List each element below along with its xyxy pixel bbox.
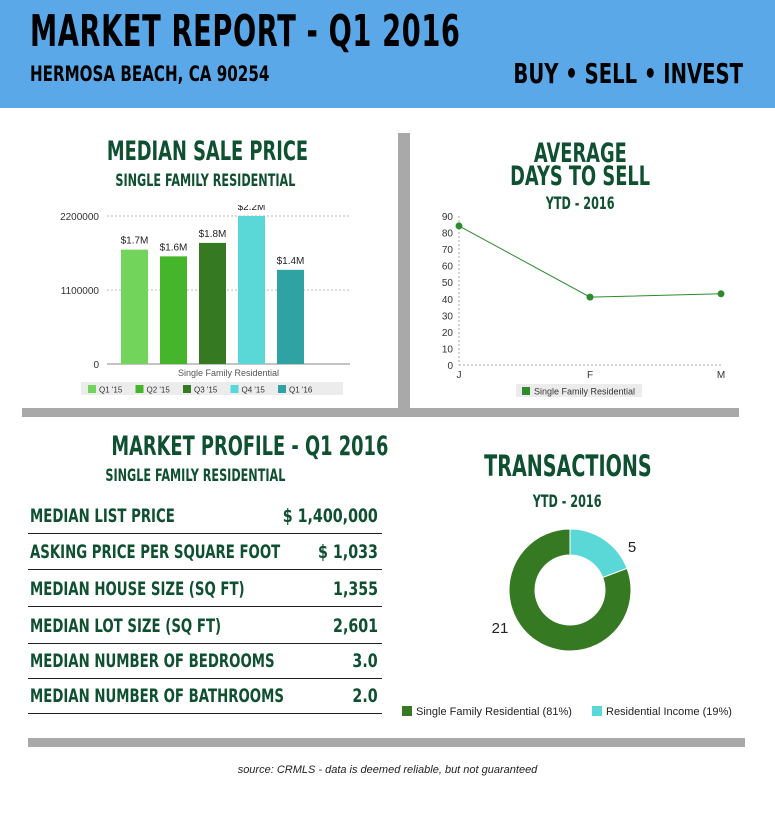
line-legend-bg (516, 384, 642, 397)
bar-legend-bg (81, 382, 343, 395)
days-subtitle: YTD - 2016 (545, 194, 615, 214)
bar-legend-swatch (230, 385, 239, 393)
profile-subtitle: SINGLE FAMILY RESIDENTIAL (104, 466, 285, 486)
bar-legend-swatch (88, 385, 96, 393)
profile-row-value: $ 1,400,000 (282, 505, 378, 527)
profile-row-label: MEDIAN LOT SIZE (SQ FT) (30, 615, 222, 637)
line-x-tick-label: M (717, 370, 725, 381)
profile-row-bedrooms: MEDIAN NUMBER OF BEDROOMS 3.0 (28, 643, 382, 679)
bar-legend-swatch (183, 385, 191, 393)
donut-slice-label: 5 (628, 539, 636, 556)
profile-row-label: MEDIAN NUMBER OF BEDROOMS (30, 650, 275, 672)
profile-row-value: 2,601 (332, 615, 378, 637)
bar-mark (199, 242, 226, 364)
bar-y-tick-label: 1100000 (61, 286, 100, 297)
profile-row-value: $ 1,033 (318, 541, 378, 563)
header-banner: MARKET REPORT - Q1 2016 HERMOSA BEACH, C… (0, 0, 775, 108)
bar-y-tick-label: 0 (93, 360, 99, 371)
median-price-title: MEDIAN SALE PRICE (106, 136, 309, 167)
days-title-line1: AVERAGE (533, 138, 627, 169)
line-y-tick-label: 50 (442, 278, 454, 289)
line-point (717, 290, 725, 298)
report-title: MARKET REPORT - Q1 2016 (30, 6, 461, 57)
profile-row-value: 1,355 (332, 578, 378, 600)
profile-row-label: MEDIAN HOUSE SIZE (SQ FT) (30, 578, 245, 600)
bar-data-label: $1.7M (121, 236, 149, 247)
bar-data-label: $1.6M (160, 242, 188, 253)
days-title-line2: DAYS TO SELL (509, 161, 651, 192)
donut-slice (569, 528, 628, 579)
line-legend-label: Single Family Residential (534, 387, 635, 397)
profile-row-label: MEDIAN NUMBER OF BATHROOMS (30, 685, 284, 707)
donut-slice-label: 21 (492, 620, 509, 637)
profile-title: MARKET PROFILE - Q1 2016 (111, 431, 389, 462)
bar-mark (238, 216, 265, 364)
bar-y-tick-label: 2200000 (60, 212, 99, 223)
bar-legend-label: Q1 '15 (99, 386, 123, 395)
bar-data-label: $1.4M (277, 256, 305, 267)
median-price-subtitle: SINGLE FAMILY RESIDENTIAL (114, 171, 295, 191)
tagline: BUY • SELL • INVEST (513, 57, 743, 90)
profile-row-bathrooms: MEDIAN NUMBER OF BATHROOMS 2.0 (28, 678, 382, 714)
profile-row-value: 2.0 (352, 685, 378, 707)
bar-data-label: $1.8M (199, 229, 227, 240)
line-y-tick-label: 90 (442, 212, 454, 223)
median-price-bar-chart: 0 1100000 2200000 $1.7M $1.6M $1.8M $2.2M $1.4M… (60, 205, 350, 395)
line-y-tick-label: 80 (442, 229, 454, 240)
location-text: HERMOSA BEACH, CA 90254 (30, 62, 270, 86)
bottom-divider (28, 738, 745, 747)
bar-mark (121, 249, 148, 364)
middle-divider (22, 408, 739, 417)
donut-legend-swatch (592, 706, 602, 716)
bar-legend-swatch (278, 385, 286, 393)
bar-legend-label: Q3 '15 (194, 386, 218, 395)
source-note: source: CRMLS - data is deemed reliable,… (237, 764, 538, 776)
bar-legend-label: Q1 '16 (289, 386, 313, 395)
donut-legend-swatch (402, 706, 412, 716)
line-y-tick-label: 70 (442, 245, 454, 256)
bar-mark (277, 269, 304, 364)
line-y-tick-label: 0 (447, 361, 453, 372)
profile-row-lot-size: MEDIAN LOT SIZE (SQ FT) 2,601 (28, 608, 382, 644)
profile-row-list-price: MEDIAN LIST PRICE $ 1,400,000 (28, 498, 382, 534)
line-legend-swatch (522, 387, 530, 395)
line-y-tick-label: 10 (442, 344, 454, 355)
profile-row-value: 3.0 (352, 650, 378, 672)
donut-legend-label: Single Family Residential (81%) (416, 706, 572, 718)
days-to-sell-line-chart: 0 10 20 30 40 50 60 70 80 90 J F M Single Family Resi… (442, 212, 725, 397)
profile-row-label: ASKING PRICE PER SQUARE FOOT (30, 541, 281, 563)
transactions-donut-chart: 5 21 Single Family Residential (81%) Reside… (402, 528, 732, 718)
transactions-subtitle: YTD - 2016 (533, 492, 602, 512)
line-point (455, 222, 463, 230)
line-y-tick-label: 60 (442, 262, 454, 273)
line-y-tick-label: 30 (442, 311, 454, 322)
profile-row-house-size: MEDIAN HOUSE SIZE (SQ FT) 1,355 (28, 571, 382, 607)
vertical-divider (398, 133, 410, 408)
line-point (586, 293, 594, 301)
bar-legend-label: Q4 '15 (242, 386, 266, 395)
line-y-tick-label: 40 (442, 295, 454, 306)
profile-row-label: MEDIAN LIST PRICE (30, 505, 175, 527)
line-series (458, 225, 722, 298)
profile-row-price-per-sqft: ASKING PRICE PER SQUARE FOOT $ 1,033 (28, 534, 382, 570)
bar-x-axis-label: Single Family Residential (178, 368, 279, 378)
bar-data-label: $2.2M (238, 205, 266, 213)
line-x-tick-label: F (587, 370, 593, 381)
bar-legend-swatch (135, 385, 144, 393)
donut-slice (508, 528, 632, 652)
bar-legend-label: Q2 '15 (147, 386, 171, 395)
transactions-title: TRANSACTIONS (483, 449, 652, 483)
donut-legend-label: Residential Income (19%) (606, 706, 732, 718)
line-y-tick-label: 20 (442, 328, 454, 339)
bar-mark (160, 256, 187, 364)
line-x-tick-label: J (457, 370, 462, 381)
